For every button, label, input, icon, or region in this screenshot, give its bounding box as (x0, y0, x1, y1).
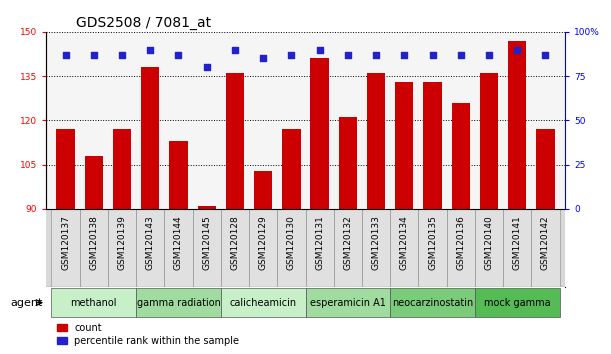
Text: GSM120129: GSM120129 (258, 215, 268, 270)
Bar (136, 288, 221, 317)
Bar (480, 73, 498, 209)
Text: GSM120143: GSM120143 (146, 215, 155, 270)
Text: GSM120133: GSM120133 (371, 215, 381, 270)
Text: agent: agent (10, 298, 43, 308)
Bar (108, 209, 136, 287)
Bar (367, 73, 386, 209)
Bar (56, 129, 75, 209)
Bar (136, 209, 164, 287)
Text: GSM120135: GSM120135 (428, 215, 437, 270)
Point (145, 47, 155, 52)
Point (258, 56, 268, 61)
Text: GSM120137: GSM120137 (61, 215, 70, 270)
Bar (254, 171, 273, 209)
Text: GSM120130: GSM120130 (287, 215, 296, 270)
Bar (282, 129, 301, 209)
Bar (192, 209, 221, 287)
Text: GSM120136: GSM120136 (456, 215, 465, 270)
Bar (452, 103, 470, 209)
Bar (338, 118, 357, 209)
Point (484, 52, 494, 58)
Bar (419, 209, 447, 287)
Bar (508, 41, 526, 209)
Point (541, 52, 551, 58)
Bar (306, 209, 334, 287)
Point (400, 52, 409, 58)
Bar (395, 82, 414, 209)
Point (117, 52, 127, 58)
Point (287, 52, 296, 58)
Bar (362, 209, 390, 287)
Text: GSM120132: GSM120132 (343, 215, 353, 270)
Bar (390, 209, 419, 287)
Point (315, 47, 324, 52)
Point (60, 52, 70, 58)
Point (202, 64, 211, 70)
Bar (164, 209, 192, 287)
Text: GSM120128: GSM120128 (230, 215, 240, 270)
Bar (249, 209, 277, 287)
Text: neocarzinostatin: neocarzinostatin (392, 298, 473, 308)
Bar (85, 156, 103, 209)
Bar (113, 129, 131, 209)
Bar (423, 82, 442, 209)
Point (428, 52, 437, 58)
Bar (306, 288, 390, 317)
Text: mock gamma: mock gamma (484, 298, 551, 308)
Bar (447, 209, 475, 287)
Text: GSM120139: GSM120139 (117, 215, 126, 270)
Text: GSM120140: GSM120140 (485, 215, 494, 270)
Bar (390, 288, 475, 317)
Text: GSM120138: GSM120138 (89, 215, 98, 270)
Point (174, 52, 183, 58)
Bar (475, 209, 503, 287)
Text: GSM120131: GSM120131 (315, 215, 324, 270)
Point (89, 52, 99, 58)
Text: GDS2508 / 7081_at: GDS2508 / 7081_at (76, 16, 211, 30)
Text: calicheamicin: calicheamicin (230, 298, 297, 308)
Bar (221, 288, 306, 317)
Bar (277, 209, 306, 287)
Text: methanol: methanol (70, 298, 117, 308)
Bar (51, 209, 79, 287)
Bar (141, 67, 159, 209)
Point (343, 52, 353, 58)
Text: GSM120141: GSM120141 (513, 215, 522, 270)
Bar (225, 73, 244, 209)
Bar (475, 288, 560, 317)
Point (456, 52, 466, 58)
Text: esperamicin A1: esperamicin A1 (310, 298, 386, 308)
Point (230, 47, 240, 52)
Text: GSM120134: GSM120134 (400, 215, 409, 270)
Point (512, 47, 522, 52)
Text: GSM120142: GSM120142 (541, 215, 550, 270)
Point (371, 52, 381, 58)
Bar (503, 209, 532, 287)
Bar (334, 209, 362, 287)
Bar (79, 209, 108, 287)
Text: GSM120144: GSM120144 (174, 215, 183, 270)
Bar (310, 58, 329, 209)
Legend: count, percentile rank within the sample: count, percentile rank within the sample (57, 323, 240, 346)
Bar (169, 141, 188, 209)
Text: GSM120145: GSM120145 (202, 215, 211, 270)
Bar (532, 209, 560, 287)
Bar (536, 129, 555, 209)
Bar (197, 206, 216, 209)
Bar (221, 209, 249, 287)
Text: gamma radiation: gamma radiation (136, 298, 221, 308)
Bar (51, 288, 136, 317)
